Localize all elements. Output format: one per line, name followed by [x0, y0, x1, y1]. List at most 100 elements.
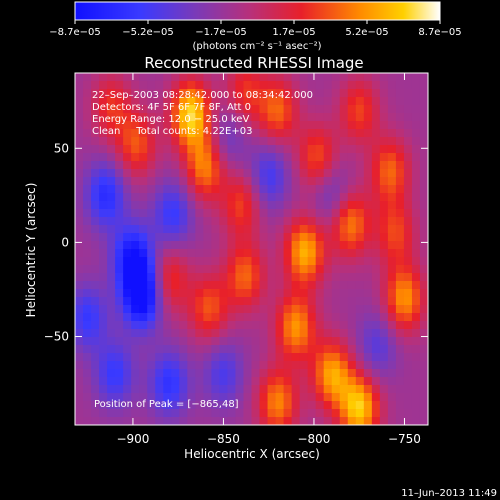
heatmap-cell — [203, 153, 212, 162]
heatmap-cell — [139, 361, 148, 370]
heatmap-cell — [363, 305, 373, 314]
heatmap-cell — [107, 153, 116, 162]
heatmap-cell — [371, 161, 381, 170]
heatmap-cell — [299, 145, 309, 154]
heatmap-cell — [83, 417, 92, 425]
heatmap-cell — [267, 121, 277, 130]
heatmap-cell — [355, 353, 365, 362]
heatmap-cell — [331, 97, 341, 106]
heatmap-cell — [179, 281, 188, 290]
heatmap-cell — [411, 81, 421, 90]
heatmap-cell — [115, 321, 124, 330]
heatmap-cell — [283, 105, 293, 114]
heatmap-cell — [227, 377, 237, 386]
heatmap-cell — [307, 225, 317, 234]
heatmap-cell — [291, 113, 301, 122]
heatmap-cell — [187, 153, 196, 162]
heatmap-cell — [259, 217, 269, 226]
heatmap-cell — [179, 209, 188, 218]
heatmap-cell — [211, 209, 221, 218]
heatmap-cell — [347, 401, 357, 410]
heatmap-cell — [283, 257, 293, 266]
heatmap-cell — [419, 385, 428, 394]
heatmap-cell — [91, 249, 100, 258]
heatmap-cell — [259, 177, 269, 186]
heatmap-cell — [251, 305, 261, 314]
heatmap-cell — [83, 265, 92, 274]
heatmap-cell — [283, 297, 293, 306]
heatmap-cell — [355, 337, 365, 346]
heatmap-cell — [267, 385, 277, 394]
heatmap-cell — [331, 417, 341, 425]
colorbar-units-label: (photons cm⁻² s⁻¹ asec⁻²) — [192, 41, 321, 52]
heatmap-cell — [387, 281, 397, 290]
heatmap-cell — [291, 89, 301, 98]
heatmap-cell — [307, 81, 317, 90]
heatmap-cell — [307, 289, 317, 298]
heatmap-cell — [147, 241, 156, 250]
heatmap-cell — [403, 201, 413, 210]
heatmap-cell — [179, 201, 188, 210]
heatmap-cell — [83, 273, 92, 282]
heatmap-cell — [171, 169, 180, 178]
heatmap-cell — [387, 417, 397, 425]
heatmap-cell — [259, 377, 269, 386]
heatmap-cell — [339, 73, 349, 82]
heatmap-cell — [419, 353, 428, 362]
heatmap-cell — [171, 193, 180, 202]
heatmap-cell — [171, 273, 180, 282]
heatmap-cell — [307, 193, 317, 202]
heatmap-cell — [131, 265, 140, 274]
heatmap-cell — [323, 137, 333, 146]
heatmap-cell — [219, 337, 229, 346]
heatmap-cell — [243, 281, 253, 290]
heatmap-cell — [91, 209, 100, 218]
heatmap-cell — [387, 121, 397, 130]
heatmap-cell — [195, 265, 204, 274]
heatmap-cell — [131, 321, 140, 330]
heatmap-cell — [371, 385, 381, 394]
heatmap-cell — [123, 289, 132, 298]
heatmap-cell — [323, 153, 333, 162]
heatmap-cell — [275, 385, 285, 394]
heatmap-cell — [275, 169, 285, 178]
heatmap-cell — [275, 297, 285, 306]
heatmap-cell — [99, 209, 108, 218]
heatmap-cell — [107, 201, 116, 210]
heatmap-cell — [395, 97, 405, 106]
heatmap-cell — [75, 225, 84, 234]
heatmap-cell — [315, 145, 325, 154]
heatmap-cell — [363, 369, 373, 378]
heatmap-cell — [115, 129, 124, 138]
heatmap-cell — [411, 289, 421, 298]
heatmap-cell — [355, 393, 365, 402]
heatmap-cell — [155, 313, 164, 322]
heatmap-cell — [155, 233, 164, 242]
heatmap-cell — [363, 81, 373, 90]
heatmap-cell — [179, 193, 188, 202]
heatmap-cell — [331, 137, 341, 146]
heatmap-cell — [227, 153, 237, 162]
heatmap-cell — [283, 273, 293, 282]
heatmap-cell — [155, 273, 164, 282]
heatmap-cell — [307, 353, 317, 362]
heatmap-cell — [219, 129, 229, 138]
heatmap-cell — [411, 401, 421, 410]
heatmap-cell — [355, 305, 365, 314]
heatmap-cell — [419, 105, 428, 114]
heatmap-cell — [235, 329, 245, 338]
heatmap-cell — [211, 393, 221, 402]
heatmap-cell — [171, 161, 180, 170]
heatmap-cell — [75, 385, 84, 394]
heatmap-cell — [131, 73, 140, 82]
heatmap-cell — [243, 81, 253, 90]
heatmap-cell — [299, 89, 309, 98]
heatmap-cell — [155, 169, 164, 178]
heatmap-cell — [123, 249, 132, 258]
heatmap-cell — [187, 241, 196, 250]
heatmap-cell — [291, 153, 301, 162]
heatmap-cell — [315, 377, 325, 386]
heatmap-cell — [259, 305, 269, 314]
heatmap-cell — [419, 97, 428, 106]
heatmap-cell — [419, 329, 428, 338]
